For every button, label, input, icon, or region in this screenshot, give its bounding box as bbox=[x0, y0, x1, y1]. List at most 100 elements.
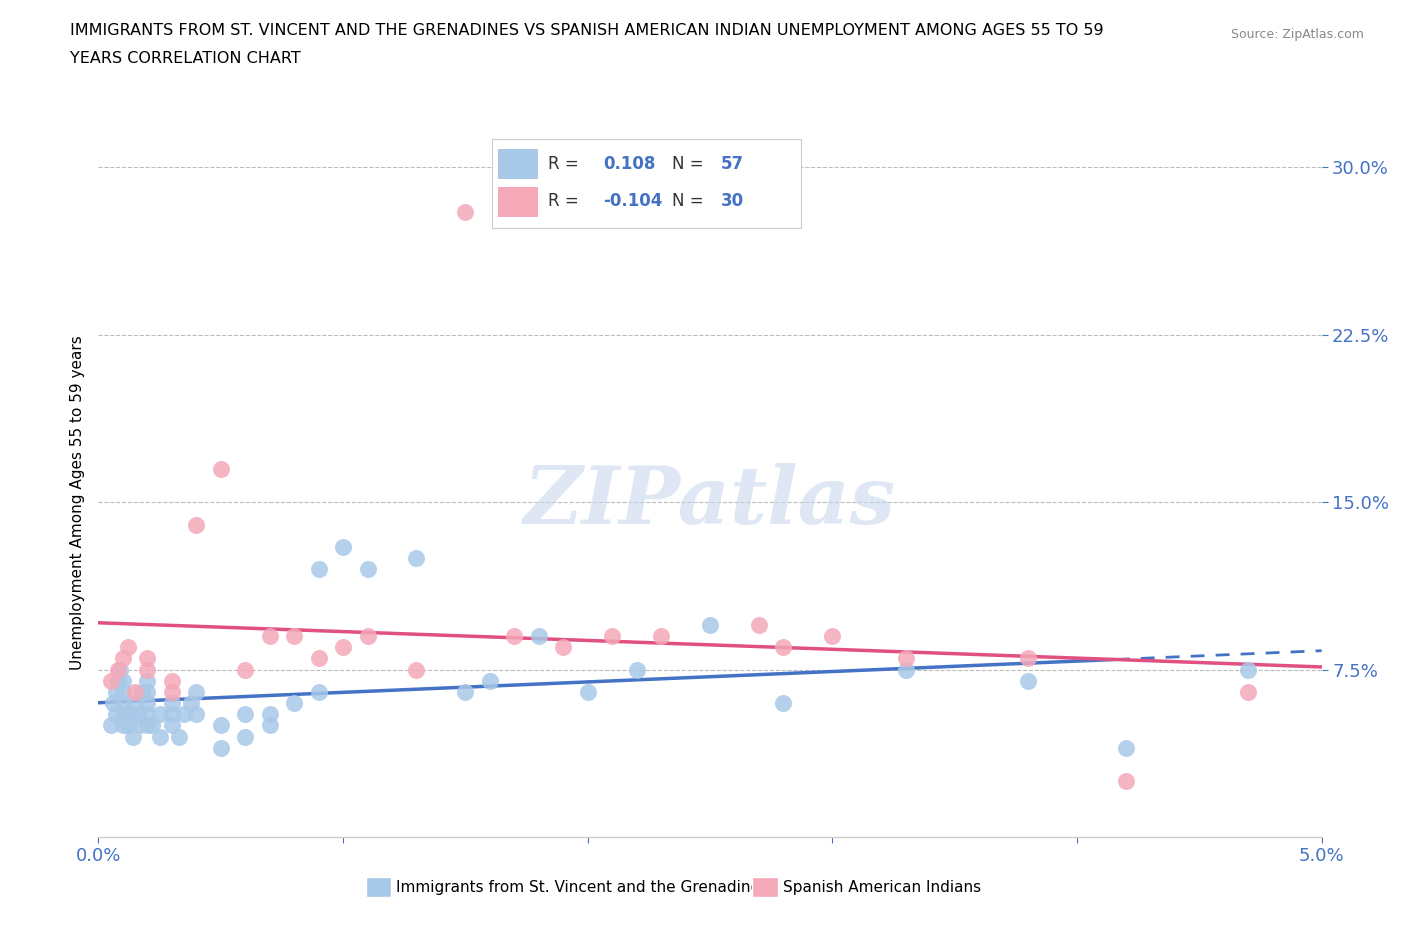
Text: YEARS CORRELATION CHART: YEARS CORRELATION CHART bbox=[70, 51, 301, 66]
Point bbox=[173, 707, 195, 722]
Point bbox=[160, 707, 183, 722]
Point bbox=[772, 640, 794, 655]
Point bbox=[186, 707, 208, 722]
Point bbox=[650, 629, 672, 644]
Point bbox=[308, 562, 330, 577]
Point bbox=[136, 651, 159, 666]
Point bbox=[136, 718, 159, 733]
Point bbox=[600, 629, 623, 644]
FancyBboxPatch shape bbox=[498, 149, 538, 179]
Point bbox=[101, 696, 124, 711]
Text: N =: N = bbox=[672, 155, 703, 173]
Point bbox=[553, 640, 575, 655]
Point bbox=[748, 618, 770, 632]
Point bbox=[136, 707, 159, 722]
Point bbox=[160, 673, 183, 688]
Text: R =: R = bbox=[548, 155, 578, 173]
Point bbox=[527, 629, 550, 644]
Text: 30: 30 bbox=[721, 193, 744, 210]
Point bbox=[233, 707, 256, 722]
Text: 57: 57 bbox=[721, 155, 744, 173]
Point bbox=[110, 662, 132, 677]
Point bbox=[1115, 740, 1137, 755]
Point bbox=[1017, 673, 1039, 688]
Point bbox=[894, 651, 917, 666]
Point bbox=[104, 707, 127, 722]
Point bbox=[141, 718, 163, 733]
Point bbox=[454, 205, 477, 219]
Point bbox=[283, 696, 305, 711]
Point bbox=[626, 662, 648, 677]
FancyBboxPatch shape bbox=[498, 187, 538, 218]
Point bbox=[129, 718, 152, 733]
Y-axis label: Unemployment Among Ages 55 to 59 years: Unemployment Among Ages 55 to 59 years bbox=[69, 335, 84, 670]
Point bbox=[107, 662, 129, 677]
Point bbox=[107, 673, 129, 688]
Point bbox=[894, 662, 917, 677]
Point bbox=[186, 684, 208, 699]
Point bbox=[167, 729, 190, 744]
Point bbox=[308, 684, 330, 699]
Point bbox=[356, 562, 378, 577]
Point bbox=[209, 740, 232, 755]
Point bbox=[104, 684, 127, 699]
Point bbox=[180, 696, 202, 711]
Point bbox=[186, 517, 208, 532]
Point bbox=[124, 696, 146, 711]
Point bbox=[111, 718, 134, 733]
Point bbox=[1237, 662, 1260, 677]
Point bbox=[124, 684, 146, 699]
Point bbox=[149, 729, 172, 744]
Point bbox=[283, 629, 305, 644]
Text: -0.104: -0.104 bbox=[603, 193, 662, 210]
Point bbox=[209, 718, 232, 733]
Point bbox=[356, 629, 378, 644]
Point bbox=[308, 651, 330, 666]
Text: Immigrants from St. Vincent and the Grenadines: Immigrants from St. Vincent and the Gren… bbox=[396, 880, 769, 895]
Point bbox=[120, 707, 142, 722]
Point bbox=[131, 684, 153, 699]
Point bbox=[121, 729, 143, 744]
Point bbox=[111, 651, 134, 666]
Point bbox=[259, 707, 281, 722]
Point bbox=[111, 684, 134, 699]
Point bbox=[233, 662, 256, 677]
Point bbox=[405, 551, 427, 565]
Point bbox=[772, 696, 794, 711]
Point bbox=[576, 684, 599, 699]
Point bbox=[209, 461, 232, 476]
Point bbox=[699, 618, 721, 632]
Point bbox=[111, 673, 134, 688]
Point bbox=[332, 539, 354, 554]
Point bbox=[332, 640, 354, 655]
Point bbox=[111, 696, 134, 711]
Text: Source: ZipAtlas.com: Source: ZipAtlas.com bbox=[1230, 28, 1364, 41]
Text: N =: N = bbox=[672, 193, 703, 210]
Point bbox=[149, 707, 172, 722]
Point bbox=[136, 684, 159, 699]
Point bbox=[821, 629, 844, 644]
Text: R =: R = bbox=[548, 193, 578, 210]
Point bbox=[100, 718, 122, 733]
Point bbox=[160, 684, 183, 699]
Point bbox=[478, 673, 501, 688]
Point bbox=[136, 673, 159, 688]
Point bbox=[405, 662, 427, 677]
Point bbox=[111, 707, 134, 722]
Text: Spanish American Indians: Spanish American Indians bbox=[783, 880, 981, 895]
Point bbox=[160, 696, 183, 711]
Point bbox=[233, 729, 256, 744]
Point bbox=[136, 696, 159, 711]
Point bbox=[127, 707, 149, 722]
Text: IMMIGRANTS FROM ST. VINCENT AND THE GRENADINES VS SPANISH AMERICAN INDIAN UNEMPL: IMMIGRANTS FROM ST. VINCENT AND THE GREN… bbox=[70, 23, 1104, 38]
Point bbox=[136, 662, 159, 677]
Point bbox=[160, 718, 183, 733]
Point bbox=[503, 629, 526, 644]
Text: 0.108: 0.108 bbox=[603, 155, 655, 173]
Point bbox=[1237, 684, 1260, 699]
Point bbox=[454, 684, 477, 699]
Point bbox=[1017, 651, 1039, 666]
Point bbox=[117, 640, 139, 655]
Point bbox=[100, 673, 122, 688]
Text: ZIPatlas: ZIPatlas bbox=[524, 463, 896, 541]
